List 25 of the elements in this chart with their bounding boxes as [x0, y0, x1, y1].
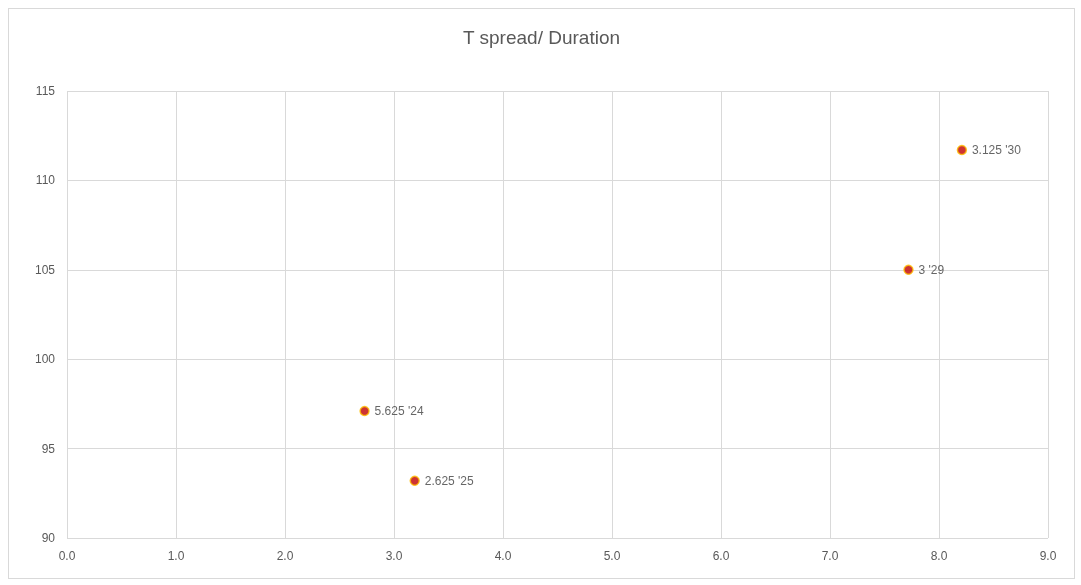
- x-tick-label: 0.0: [58, 549, 76, 563]
- annotation: 3 '29: [918, 262, 945, 277]
- x-tick-label: 7.0: [821, 549, 839, 563]
- y-tick-label: 90: [41, 531, 56, 545]
- x-tick-label: 6.0: [712, 549, 730, 563]
- x-tick-label: 4.0: [494, 549, 512, 563]
- point: [409, 475, 420, 487]
- y-tick-label: 100: [34, 352, 56, 367]
- y-tick-label: 105: [34, 262, 56, 277]
- x-tick-label: 3.0: [385, 549, 403, 563]
- y-tick-label: 95: [41, 441, 56, 456]
- x-tick-label: 2.0: [276, 549, 294, 563]
- annotation: 2.625 '25: [424, 473, 475, 488]
- x-tick-label: 1.0: [167, 549, 185, 563]
- x-tick-label: 9.0: [1039, 549, 1057, 563]
- y-tick-label: 110: [35, 173, 56, 188]
- chart-title: T spread/ Duration: [462, 27, 621, 48]
- y-tick-label: 115: [35, 84, 56, 98]
- x-tick-label: 5.0: [603, 549, 621, 563]
- annotation: 3.125 '30: [971, 143, 1022, 157]
- annotation: 5.625 '24: [374, 404, 424, 419]
- point: [903, 264, 914, 276]
- x-tick-label: 8.0: [930, 549, 948, 563]
- point: [359, 405, 370, 417]
- point: [956, 144, 968, 156]
